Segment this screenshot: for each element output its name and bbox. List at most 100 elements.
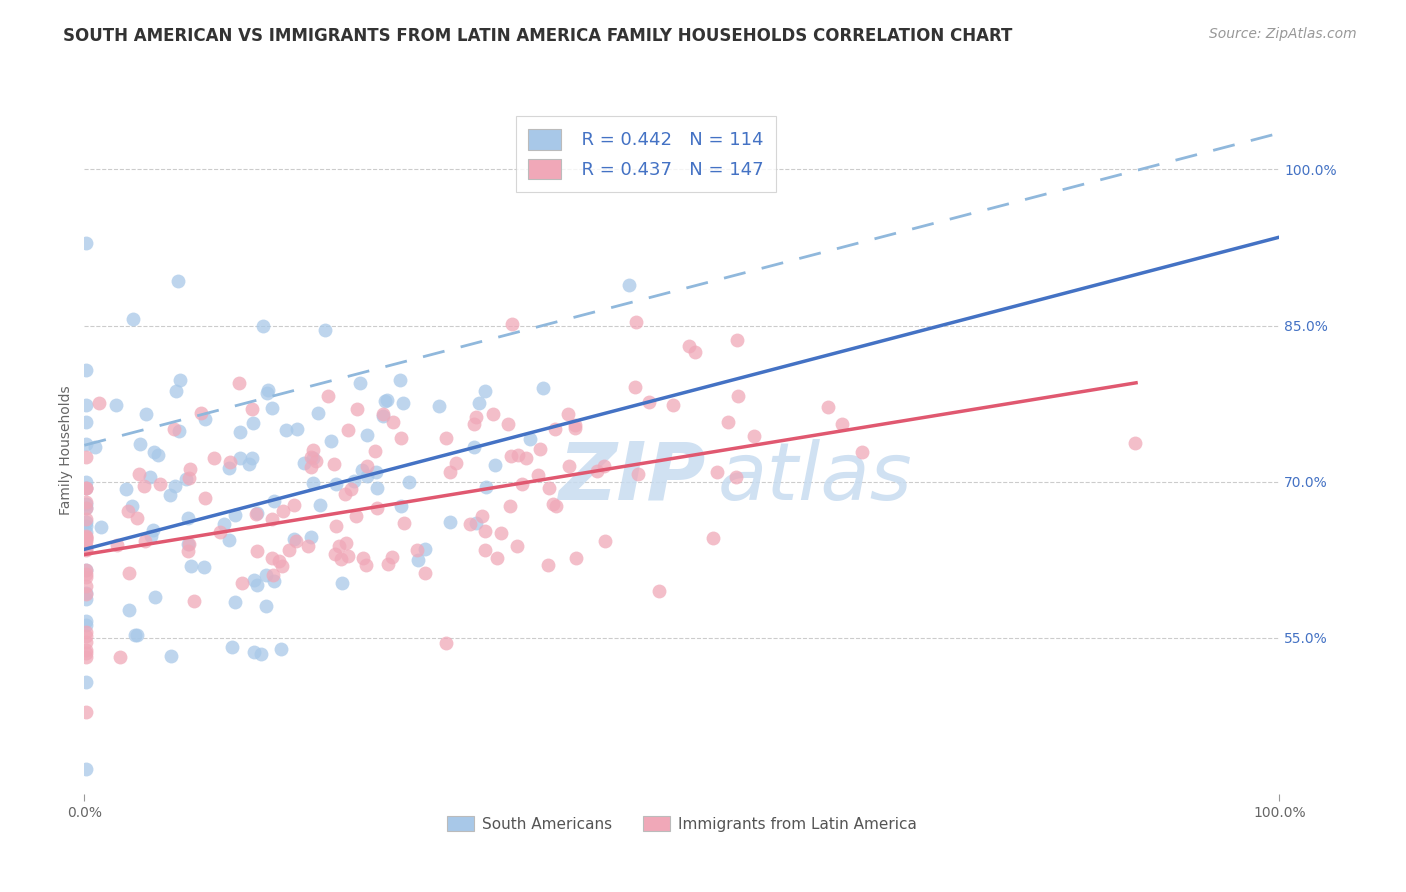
Point [851, 444, 873, 458]
Point [262, 568, 284, 582]
Point [392, 516, 415, 530]
Point [564, 421, 586, 435]
Point [463, 417, 485, 431]
Point [285, 422, 308, 436]
Point [727, 389, 749, 403]
Point [159, 648, 181, 663]
Point [75, 629, 97, 643]
Point [75, 481, 97, 495]
Point [75, 614, 97, 628]
Point [75, 674, 97, 689]
Point [105, 538, 128, 552]
Point [177, 510, 200, 524]
Point [194, 491, 217, 506]
Point [484, 458, 506, 472]
Point [75, 532, 97, 546]
Point [297, 539, 319, 553]
Point [179, 471, 201, 485]
Text: ZIP: ZIP [558, 439, 706, 517]
Point [177, 537, 200, 551]
Point [135, 407, 157, 421]
Point [208, 524, 231, 539]
Point [240, 401, 263, 416]
Point [354, 558, 377, 572]
Text: SOUTH AMERICAN VS IMMIGRANTS FROM LATIN AMERICA FAMILY HOUSEHOLDS CORRELATION CH: SOUTH AMERICAN VS IMMIGRANTS FROM LATIN … [63, 27, 1012, 45]
Point [75, 529, 97, 543]
Point [262, 551, 284, 566]
Point [506, 539, 529, 553]
Point [744, 429, 766, 443]
Point [474, 480, 496, 494]
Point [364, 465, 387, 479]
Point [285, 534, 308, 549]
Point [75, 624, 97, 639]
Point [260, 401, 283, 416]
Y-axis label: Family Households: Family Households [59, 385, 73, 516]
Point [162, 422, 184, 436]
Point [434, 636, 457, 650]
Point [702, 531, 724, 545]
Point [75, 586, 97, 600]
Point [118, 566, 141, 580]
Point [183, 594, 205, 608]
Point [415, 566, 437, 580]
Point [254, 599, 277, 614]
Point [87, 396, 110, 410]
Point [352, 463, 374, 477]
Point [325, 477, 347, 491]
Point [817, 400, 839, 414]
Point [246, 578, 269, 592]
Point [242, 645, 264, 659]
Point [557, 407, 579, 421]
Point [321, 434, 343, 448]
Point [356, 428, 378, 442]
Point [356, 458, 378, 473]
Point [546, 499, 568, 513]
Point [75, 500, 97, 515]
Point [427, 399, 450, 413]
Point [344, 509, 367, 524]
Point [380, 550, 402, 565]
Point [564, 418, 586, 433]
Point [439, 515, 461, 529]
Point [118, 603, 141, 617]
Point [75, 570, 97, 584]
Point [134, 533, 156, 548]
Point [336, 549, 359, 563]
Point [129, 437, 152, 451]
Point [75, 530, 97, 544]
Point [294, 456, 316, 470]
Point [831, 417, 853, 432]
Point [541, 497, 564, 511]
Point [339, 482, 361, 496]
Point [194, 412, 217, 426]
Point [75, 235, 97, 250]
Point [406, 542, 429, 557]
Point [325, 519, 347, 533]
Point [624, 379, 647, 393]
Point [104, 398, 127, 412]
Point [177, 537, 200, 551]
Point [375, 392, 398, 407]
Point [245, 507, 267, 521]
Point [531, 381, 554, 395]
Point [139, 469, 162, 483]
Point [75, 501, 97, 516]
Point [75, 497, 97, 511]
Point [389, 373, 412, 387]
Point [263, 494, 285, 508]
Point [349, 376, 371, 390]
Point [128, 467, 150, 481]
Point [75, 591, 97, 606]
Point [593, 534, 616, 549]
Point [299, 530, 322, 544]
Point [706, 465, 728, 479]
Point [304, 453, 326, 467]
Point [271, 558, 294, 573]
Point [224, 508, 246, 522]
Text: atlas: atlas [718, 439, 912, 517]
Point [464, 516, 486, 531]
Point [75, 542, 97, 557]
Point [75, 647, 97, 661]
Point [122, 312, 145, 326]
